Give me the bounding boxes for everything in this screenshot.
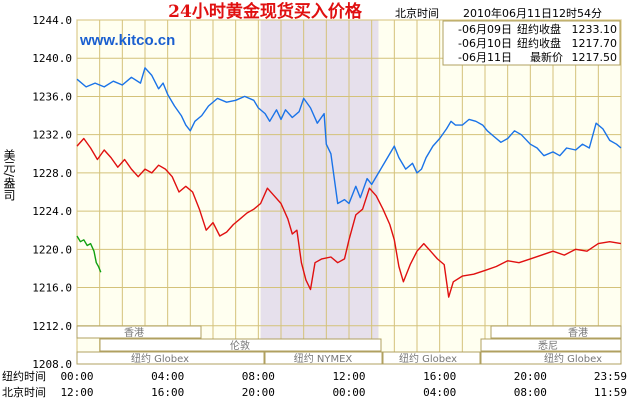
x-tick-ny-5: 20:00 xyxy=(514,370,547,383)
legend-value-0610: 1217.70 xyxy=(572,37,618,50)
session-box-london xyxy=(99,338,382,352)
y-tick-label-4: 1224.0 xyxy=(32,205,72,218)
legend: -06月09日 纽约收盘 1233.10 -06月10日 纽约收盘 1217.7… xyxy=(442,20,621,66)
y-tick-label-2: 1216.0 xyxy=(32,282,72,295)
legend-value-0609: 1233.10 xyxy=(572,23,618,36)
x-tick-ny-3: 12:00 xyxy=(332,370,365,383)
x-tick-ny-4: 16:00 xyxy=(423,370,456,383)
legend-value-0611: 1217.50 xyxy=(572,51,618,64)
session-label-sydney: 悉尼 xyxy=(538,340,558,352)
session-box-globex-3 xyxy=(480,351,622,365)
y-tick-label-6: 1232.0 xyxy=(32,129,72,142)
y-tick-label-5: 1228.0 xyxy=(32,167,72,180)
series-line-2 xyxy=(76,235,102,273)
legend-label-0611: 最新价 xyxy=(530,50,563,64)
timestamp: 2010年06月11日12时54分 xyxy=(463,6,602,20)
series-lines xyxy=(76,67,622,298)
session-label-globex-2: 纽约 Globex xyxy=(399,352,457,365)
session-box-sydney xyxy=(480,338,622,352)
x-axis-bj-label: 北京时间 xyxy=(2,385,46,399)
y-tick-label-9: 1244.0 xyxy=(32,14,72,27)
x-tick-ny-1: 04:00 xyxy=(151,370,184,383)
session-box-nymex xyxy=(264,351,383,365)
session-label-hongkong-2: 香港 xyxy=(568,327,588,339)
legend-box xyxy=(442,20,621,66)
x-tick-bj-6: 11:59 xyxy=(594,386,627,399)
y-axis-label: 美元/盎司 xyxy=(2,149,16,201)
x-axis-ticks: 00:00 12:00 04:00 16:00 08:00 20:00 12:00 00:00… xyxy=(60,370,627,399)
y-tick-label-3: 1220.0 xyxy=(32,243,72,256)
x-axis-ny-label: 纽约时间 xyxy=(2,369,46,383)
series-line-0 xyxy=(76,67,622,205)
session-label-nymex: 纽约 NYMEX xyxy=(294,352,353,365)
session-box-hongkong-2 xyxy=(490,325,622,339)
x-tick-bj-3: 00:00 xyxy=(332,386,365,399)
session-box-globex-1 xyxy=(76,351,265,365)
y-tick-label-8: 1240.0 xyxy=(32,52,72,65)
session-label-london: 伦敦 xyxy=(230,339,250,352)
session-label-globex-3: 纽约 Globex xyxy=(544,352,602,365)
timezone-label: 北京时间 xyxy=(395,6,439,20)
session-box-hongkong-1 xyxy=(76,325,202,339)
legend-label-0610: 纽约收盘 xyxy=(517,36,561,50)
legend-label-0609: 纽约收盘 xyxy=(517,22,561,36)
chart-title: 24小时黄金现货买入价格 xyxy=(168,1,363,22)
legend-date-0609: -06月09日 xyxy=(458,23,512,36)
legend-date-0611: -06月11日 xyxy=(458,51,512,64)
y-tick-label-7: 1236.0 xyxy=(32,90,72,103)
x-tick-bj-2: 20:00 xyxy=(242,386,275,399)
website-label: www.kitco.cn xyxy=(79,32,175,49)
series-line-1 xyxy=(76,137,622,298)
session-bars: 香港 香港 伦敦 悉尼 纽约 Globex 纽约 NYMEX 纽约 Globex… xyxy=(76,325,622,365)
x-tick-bj-4: 04:00 xyxy=(423,386,456,399)
x-tick-bj-0: 12:00 xyxy=(60,386,93,399)
x-tick-bj-5: 08:00 xyxy=(514,386,547,399)
y-tick-label-1: 1212.0 xyxy=(32,320,72,333)
y-tick-label-0: 1208.0 xyxy=(32,358,72,371)
legend-date-0610: -06月10日 xyxy=(458,37,512,50)
x-tick-ny-0: 00:00 xyxy=(60,370,93,383)
y-axis-ticks: 1208.0 1212.0 1216.0 1220.0 1224.0 1228.0 1232… xyxy=(32,14,72,371)
x-tick-bj-1: 16:00 xyxy=(151,386,184,399)
x-tick-ny-2: 08:00 xyxy=(242,370,275,383)
x-tick-ny-6: 23:59 xyxy=(594,370,627,383)
session-label-hongkong-1: 香港 xyxy=(124,327,144,339)
session-label-globex-1: 纽约 Globex xyxy=(131,352,189,365)
session-box-globex-2 xyxy=(382,351,481,365)
nymex-shaded-region xyxy=(260,20,379,364)
